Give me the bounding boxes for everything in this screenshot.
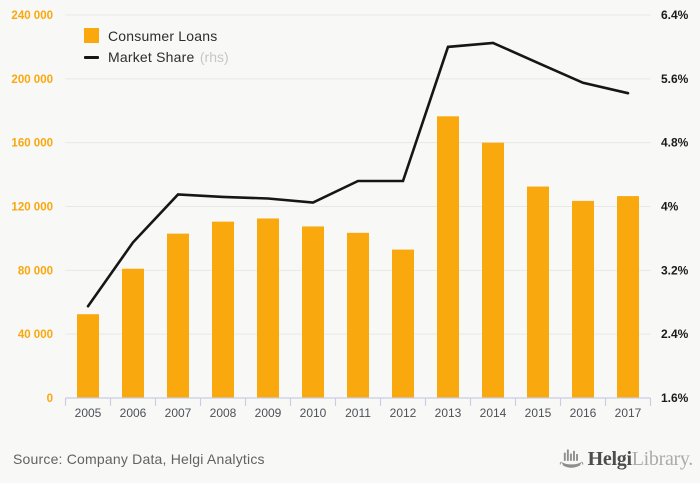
legend-item-consumer-loans: Consumer Loans <box>84 27 229 44</box>
x-axis-label: 2017 <box>615 406 642 420</box>
bar-2007 <box>167 233 189 398</box>
legend-label-consumer-loans: Consumer Loans <box>108 27 218 44</box>
chart-footer: Source: Company Data, Helgi Analytics He… <box>0 443 700 483</box>
right-axis-tick-label: 4% <box>661 200 679 214</box>
bar-2013 <box>437 116 459 398</box>
logo-text-library: Library. <box>631 447 694 470</box>
bar-2010 <box>302 226 324 398</box>
bar-2014 <box>482 142 504 398</box>
x-axis-label: 2008 <box>210 406 237 420</box>
source-note: Source: Company Data, Helgi Analytics <box>13 451 265 467</box>
right-axis-tick-label: 1.6% <box>661 391 689 405</box>
bar-2009 <box>257 218 279 398</box>
left-axis-tick-label: 0 <box>47 393 53 405</box>
left-axis-tick-label: 80 000 <box>18 265 53 277</box>
bar-series-swatch-icon <box>84 28 99 43</box>
bar-2017 <box>617 196 639 398</box>
left-axis-tick-label: 240 000 <box>11 10 53 22</box>
bar-2008 <box>212 221 234 398</box>
legend-label-market-share: Market Share <box>108 48 195 65</box>
left-axis-tick-label: 160 000 <box>11 138 53 150</box>
x-axis-label: 2014 <box>480 406 507 420</box>
x-axis-label: 2015 <box>525 406 552 420</box>
bar-2012 <box>392 249 414 398</box>
logo-text: HelgiLibrary. <box>587 447 694 471</box>
legend-item-market-share: Market Share (rhs) <box>84 48 229 65</box>
x-axis-label: 2011 <box>345 406 371 420</box>
x-axis-label: 2007 <box>165 406 192 420</box>
bar-2016 <box>572 200 594 398</box>
helgi-library-logo: HelgiLibrary. <box>558 445 693 473</box>
right-axis-tick-label: 4.8% <box>661 136 689 150</box>
x-axis-label: 2005 <box>75 406 102 420</box>
right-axis-tick-label: 5.6% <box>661 72 689 86</box>
left-axis-tick-label: 200 000 <box>11 74 53 86</box>
x-axis-label: 2006 <box>120 406 147 420</box>
bar-2005 <box>77 314 99 398</box>
legend-suffix-rhs: (rhs) <box>199 48 229 65</box>
left-axis-tick-label: 120 000 <box>11 202 53 214</box>
line-series-swatch-icon <box>84 56 99 59</box>
market-share-line <box>86 41 630 308</box>
bar-2011 <box>347 232 369 398</box>
x-axis-label: 2010 <box>300 406 327 420</box>
logo-text-helgi: Helgi <box>587 447 632 470</box>
right-axis-tick-label: 6.4% <box>661 8 689 22</box>
x-axis-label: 2016 <box>570 406 597 420</box>
x-axis-label: 2009 <box>255 406 282 420</box>
x-axis-label: 2012 <box>390 406 417 420</box>
x-axis-label: 2013 <box>435 406 462 420</box>
bar-2006 <box>122 268 144 398</box>
bar-line-chart: 0 1.6% 40 000 2.4% 80 000 3.2% 120 000 4% 160 00… <box>11 8 689 420</box>
ship-icon <box>559 449 583 468</box>
right-axis-tick-label: 2.4% <box>661 327 689 341</box>
left-axis-tick-label: 40 000 <box>18 329 53 341</box>
legend: Consumer Loans Market Share (rhs) <box>84 28 229 65</box>
bar-2015 <box>527 186 549 398</box>
right-axis-tick-label: 3.2% <box>661 263 689 277</box>
